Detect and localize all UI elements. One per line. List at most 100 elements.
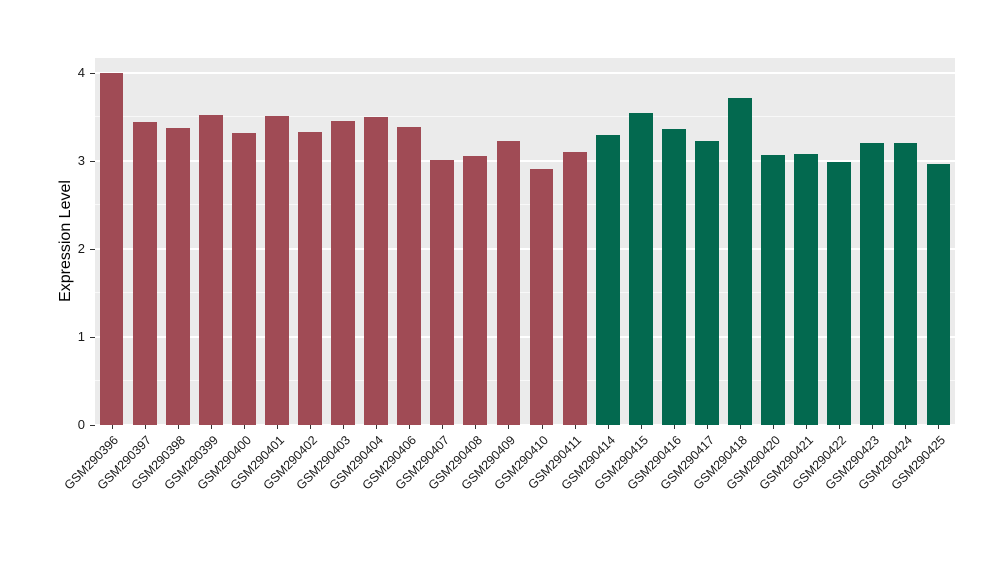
bar <box>728 97 752 425</box>
bar-slot <box>260 58 293 425</box>
x-tick-mark <box>276 425 278 429</box>
bar-slot <box>95 58 128 425</box>
y-tick-label: 0 <box>77 417 85 432</box>
bar <box>496 140 521 425</box>
x-tick-mark <box>111 425 113 429</box>
bar-slot <box>327 58 360 425</box>
y-tick-mark <box>90 248 95 250</box>
bar <box>827 161 852 425</box>
x-tick-mark <box>409 425 411 429</box>
bar-slot <box>161 58 194 425</box>
y-tick-label: 4 <box>77 64 85 80</box>
bar <box>529 168 554 425</box>
x-tick-mark <box>905 425 907 429</box>
x-tick-mark <box>210 425 212 429</box>
bar <box>99 72 124 425</box>
x-tick-mark <box>243 425 245 429</box>
bar-slot <box>856 58 889 425</box>
x-tick-mark <box>475 425 477 429</box>
x-tick-mark <box>806 425 808 429</box>
bar-slot <box>757 58 790 425</box>
x-tick-mark <box>938 425 940 429</box>
x-tick-mark <box>574 425 576 429</box>
gridline-minor <box>95 115 955 117</box>
bars-container <box>95 58 955 425</box>
bar <box>595 134 620 425</box>
bar <box>926 163 951 425</box>
bar-slot <box>492 58 525 425</box>
y-tick-label: 1 <box>77 328 85 344</box>
bar <box>132 122 157 425</box>
x-tick-mark <box>376 425 378 429</box>
x-tick-mark <box>673 425 675 429</box>
bar-slot <box>690 58 723 425</box>
bar <box>364 116 389 425</box>
bar-slot <box>922 58 955 425</box>
bar <box>165 128 190 425</box>
bar-slot <box>889 58 922 425</box>
bar-slot <box>657 58 690 425</box>
x-tick-mark <box>541 425 543 429</box>
bar-slot <box>525 58 558 425</box>
bar <box>893 142 918 425</box>
bar <box>397 126 422 425</box>
x-tick-mark <box>508 425 510 429</box>
bar-slot <box>558 58 591 425</box>
bar <box>628 113 653 425</box>
bar <box>794 153 819 425</box>
bar <box>331 120 355 425</box>
x-tick-mark <box>740 425 741 429</box>
y-tick-label: 3 <box>77 152 85 168</box>
bar-slot <box>823 58 856 425</box>
gridline-major <box>95 424 955 426</box>
x-tick-mark <box>343 425 345 429</box>
bar <box>298 131 322 425</box>
x-tick-mark <box>839 425 841 429</box>
bar-slot <box>459 58 492 425</box>
bar <box>231 132 256 425</box>
y-tick-mark <box>90 425 95 426</box>
x-tick-mark <box>607 425 609 429</box>
x-tick-mark <box>706 425 708 429</box>
y-tick-mark <box>90 160 95 162</box>
bar-slot <box>194 58 227 425</box>
x-tick-mark <box>640 425 642 429</box>
bar <box>562 152 587 425</box>
gridline-major <box>95 71 955 74</box>
bar-slot <box>393 58 426 425</box>
bar-slot <box>624 58 657 425</box>
bar <box>463 155 488 425</box>
bar <box>265 116 289 425</box>
x-tick-mark <box>144 425 146 429</box>
x-tick-mark <box>177 425 179 429</box>
gridline-minor <box>95 380 955 381</box>
bar-slot <box>723 58 756 425</box>
bar-slot <box>293 58 326 425</box>
bar <box>860 142 885 425</box>
bar <box>661 129 686 425</box>
bar-slot <box>790 58 823 425</box>
x-tick-mark <box>773 425 775 429</box>
x-tick-mark <box>310 425 311 429</box>
bar-slot <box>128 58 161 425</box>
bar <box>198 115 223 425</box>
y-tick-label: 2 <box>77 240 85 256</box>
y-tick-mark <box>90 72 95 74</box>
gridline-minor <box>95 203 955 205</box>
bar-slot <box>360 58 393 425</box>
bar <box>695 140 719 425</box>
y-tick-mark <box>90 336 95 338</box>
gridline-major <box>95 336 955 338</box>
bar <box>761 154 785 425</box>
plot-area <box>95 58 955 426</box>
x-tick-mark <box>872 425 874 429</box>
bar-slot <box>227 58 260 425</box>
gridline-major <box>95 247 955 250</box>
bar <box>430 160 455 425</box>
gridline-major <box>95 159 955 162</box>
bar-slot <box>426 58 459 425</box>
bar-slot <box>591 58 624 425</box>
x-tick-mark <box>442 425 444 429</box>
gridline-minor <box>95 292 955 293</box>
